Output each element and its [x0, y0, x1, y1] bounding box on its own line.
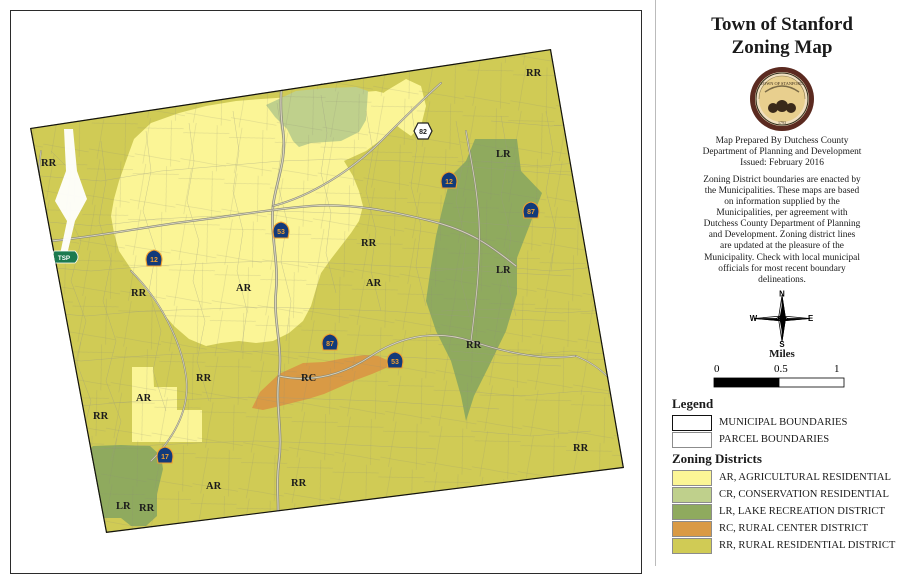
svg-text:1793: 1793	[778, 120, 786, 125]
svg-text:53: 53	[391, 359, 399, 366]
svg-text:RR: RR	[291, 478, 307, 489]
svg-text:RR: RR	[41, 158, 57, 169]
svg-text:E: E	[808, 314, 813, 323]
svg-text:RR: RR	[361, 238, 377, 249]
svg-text:LR: LR	[496, 149, 511, 160]
svg-text:12: 12	[445, 179, 453, 186]
svg-text:TOWN OF STANFORD: TOWN OF STANFORD	[761, 81, 804, 86]
svg-text:AR: AR	[393, 61, 409, 72]
svg-text:82: 82	[419, 129, 427, 136]
svg-text:TSP: TSP	[58, 255, 70, 262]
svg-text:RR: RR	[139, 503, 155, 514]
svg-text:AR: AR	[236, 283, 252, 294]
svg-text:S: S	[779, 340, 784, 348]
svg-text:17: 17	[161, 454, 169, 461]
svg-text:RR: RR	[93, 411, 109, 422]
svg-text:0.5: 0.5	[774, 363, 788, 375]
svg-text:53: 53	[277, 229, 285, 236]
svg-text:W: W	[750, 314, 758, 323]
svg-text:RR: RR	[573, 443, 589, 454]
svg-text:RR: RR	[466, 340, 482, 351]
svg-text:AR: AR	[136, 393, 152, 404]
svg-text:RR: RR	[41, 283, 57, 294]
svg-text:87: 87	[326, 341, 334, 348]
svg-text:1: 1	[834, 363, 840, 375]
svg-text:87: 87	[527, 209, 535, 216]
svg-text:0: 0	[714, 363, 720, 375]
svg-text:N: N	[779, 289, 785, 298]
svg-text:12: 12	[150, 257, 158, 264]
svg-text:RR: RR	[576, 158, 592, 169]
svg-text:RR: RR	[196, 373, 212, 384]
svg-text:AR: AR	[366, 278, 382, 289]
svg-text:AR: AR	[206, 481, 222, 492]
svg-text:LR: LR	[116, 501, 131, 512]
svg-text:CR: CR	[311, 76, 327, 87]
svg-text:LR: LR	[496, 265, 511, 276]
svg-text:RR: RR	[526, 68, 542, 79]
svg-text:RC: RC	[301, 373, 316, 384]
svg-text:RR: RR	[131, 288, 147, 299]
